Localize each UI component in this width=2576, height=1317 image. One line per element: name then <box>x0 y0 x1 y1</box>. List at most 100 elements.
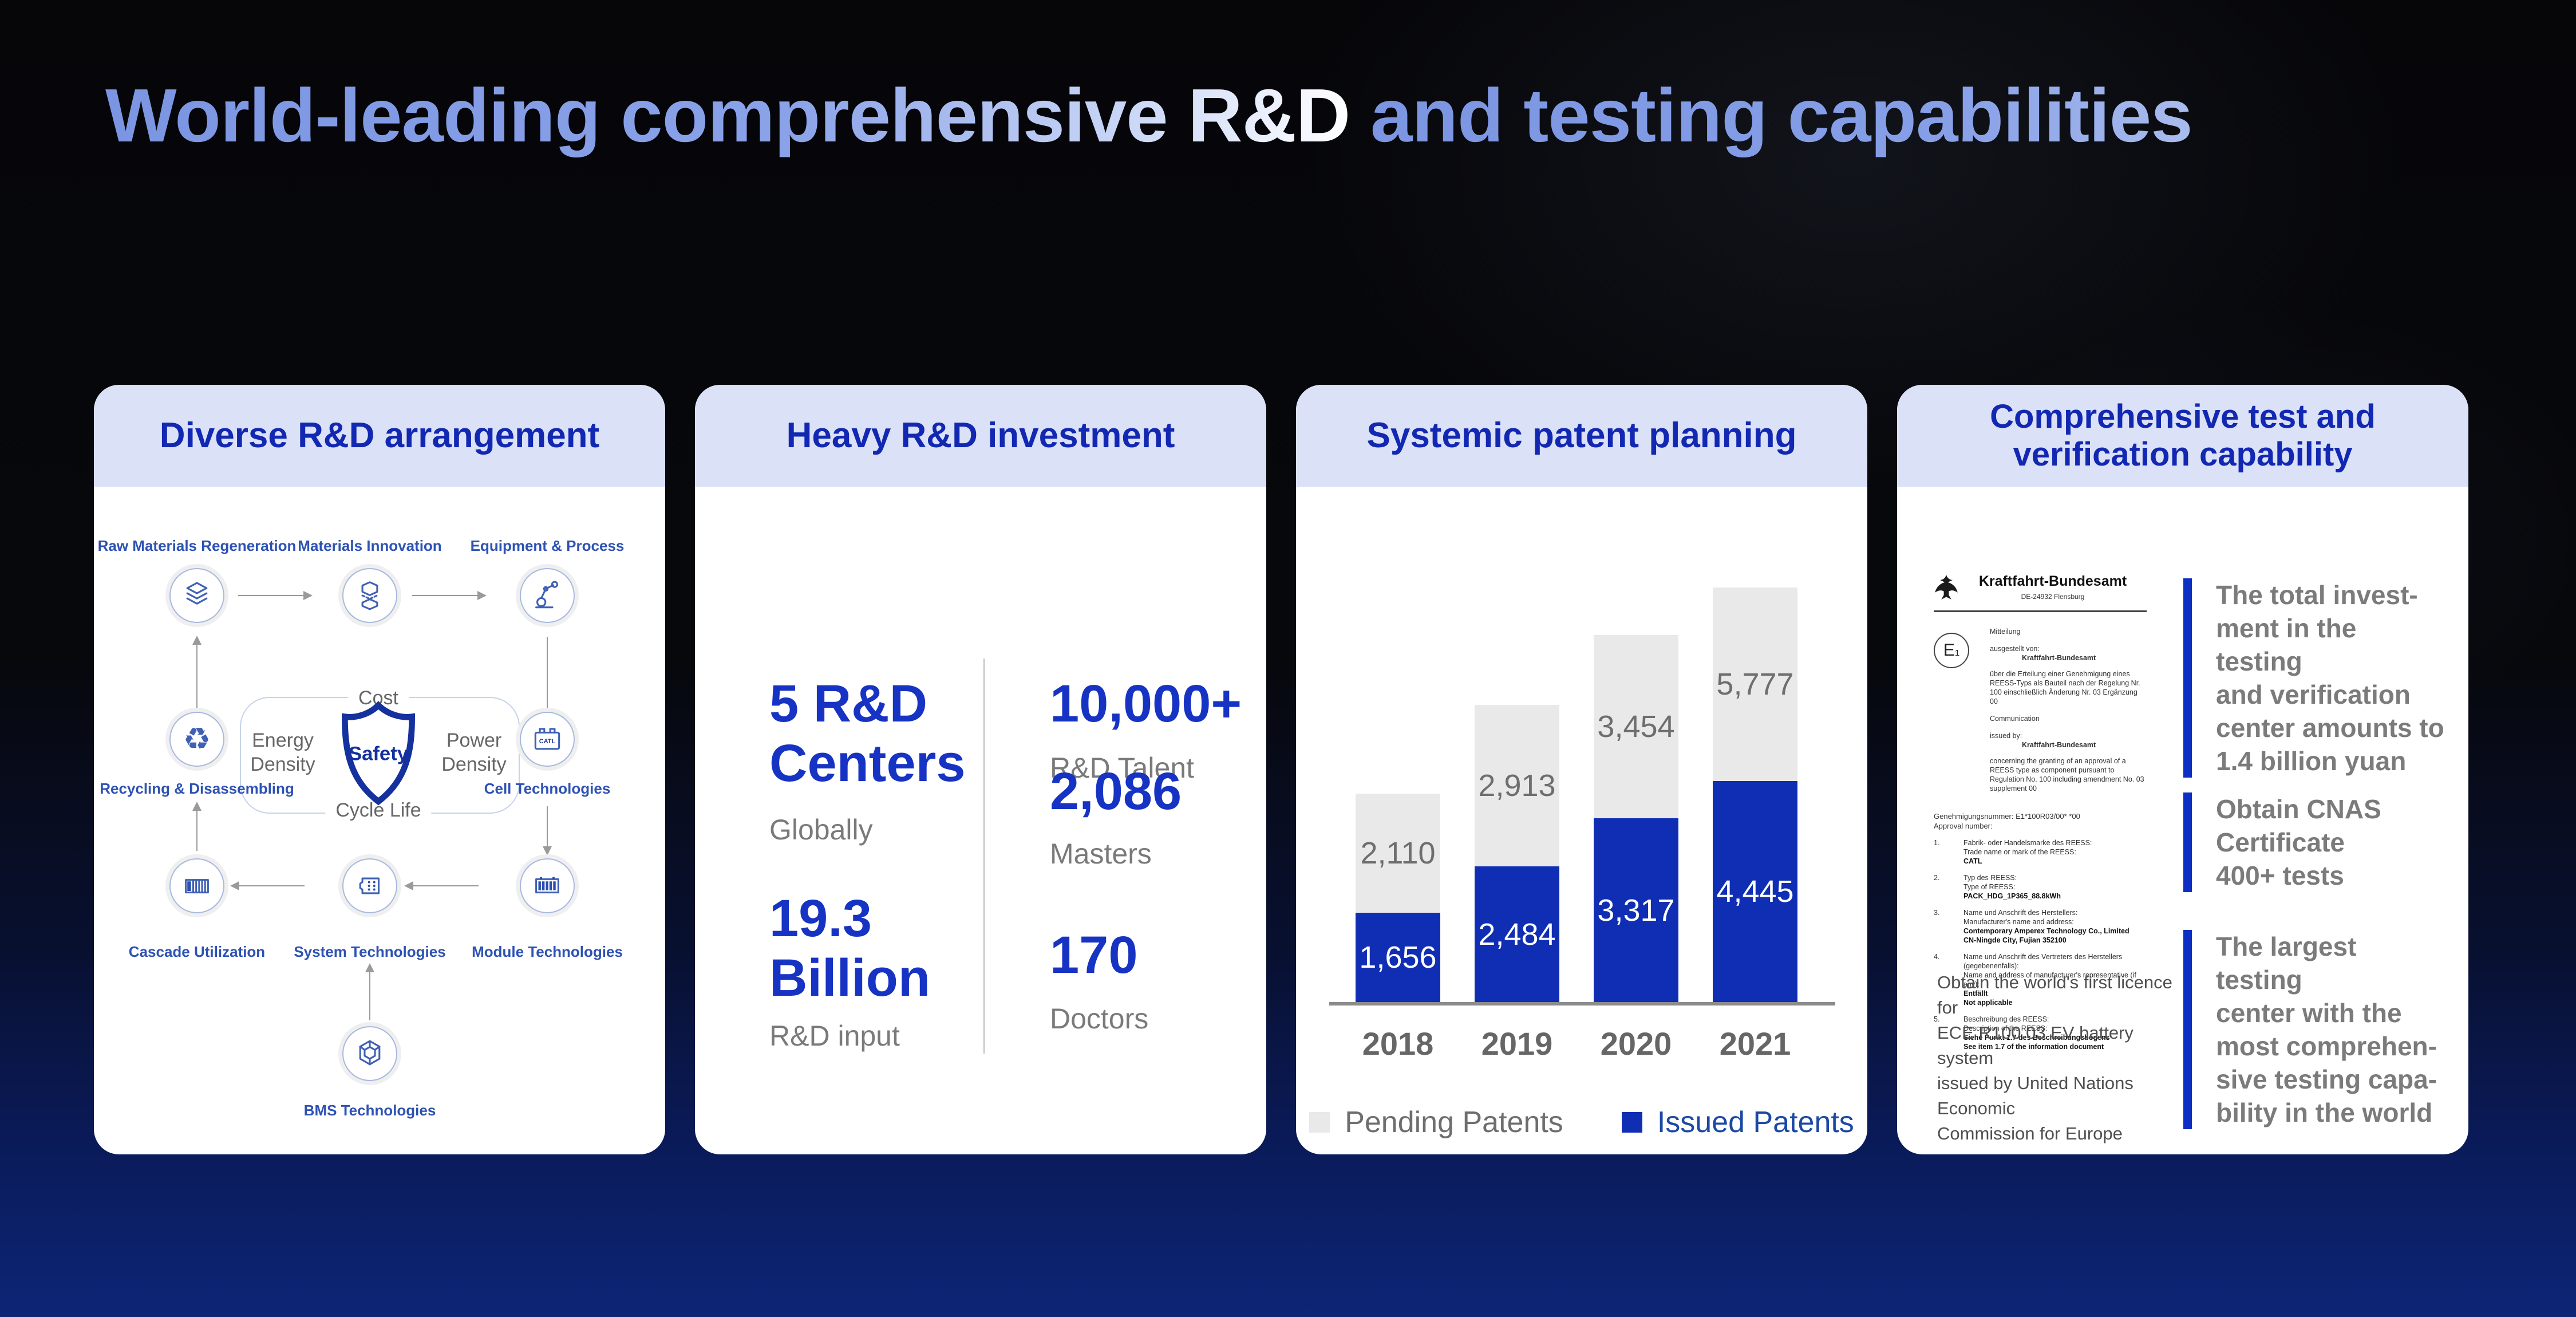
stat-doctors-label: Doctors <box>1050 1003 1149 1035</box>
chart-axis-line <box>1329 1002 1835 1006</box>
accent-bar <box>2183 578 2192 778</box>
card-test-header: Comprehensive test and verification capa… <box>1897 385 2468 487</box>
cert-item-line: PACK_HDG_1P365_88.8kWh <box>1963 892 2061 900</box>
certificate-head: Kraftfahrt-Bundesamt DE-24932 Flensburg <box>1934 574 2147 605</box>
bar-issued-2019: 2,484 <box>1475 866 1559 1002</box>
equipment-process-icon-ring <box>520 568 575 623</box>
cert-item-lines: Beschreibung des REESS: Description of th… <box>1963 1015 2110 1051</box>
cascade-utilization-icon <box>165 854 228 917</box>
energy-density-label: Energy Density <box>250 730 315 775</box>
label-system-technologies: System Technologies <box>294 943 446 960</box>
cert-item-1: 1. Fabrik- oder Handelsmarke des REESS: Tr… <box>1934 838 2147 866</box>
card-test-header-line1: Comprehensive test and <box>1990 398 2376 435</box>
arrow-recycling-to-raw-icon <box>192 636 202 717</box>
arrow-bms-to-system-icon <box>365 963 374 1020</box>
bar-pending-2018: 2,110 <box>1356 794 1440 913</box>
accent-bar <box>2183 930 2192 1129</box>
raw-materials-icon-ring <box>169 568 224 623</box>
card-investment-header: Heavy R&D investment <box>695 385 1266 487</box>
test-item-largest-center: The largest testing center with the most… <box>2183 930 2447 1129</box>
certificate-e-row: E 1 Mitteilung ausgestellt von: Kraftfah… <box>1934 627 2147 801</box>
label-equipment-process: Equipment & Process <box>470 537 625 554</box>
x-label-2020: 2020 <box>1600 1026 1672 1062</box>
cert-item-line: Siehe Punkt 1.7 des Beschreibungsbogens <box>1963 1034 2110 1042</box>
legend-pending-swatch <box>1309 1112 1330 1133</box>
card-test-verification: Comprehensive test and verification capa… <box>1897 385 2468 1154</box>
cert-approval-number: Genehmigungsnummer: E1*100R03/00* *00 Ap… <box>1934 812 2080 830</box>
certificate-rule <box>1934 610 2147 612</box>
power-density-label: Power Density <box>441 730 507 775</box>
patent-chart: Pending Patents Issued Patents 2,110 1,65… <box>1296 487 1867 1154</box>
e1-small: 1 <box>1954 648 1960 658</box>
card-diverse-header: Diverse R&D arrangement <box>94 385 665 487</box>
stat-rd-centers-value: 5 R&D Centers <box>769 675 966 792</box>
cert-item-lines: Name und Anschrift des Herstellers: Manuf… <box>1963 908 2129 945</box>
card-systemic-patent-planning: Systemic patent planning Pending Patents… <box>1296 385 1867 1154</box>
page-title-line2: and testing capabilities <box>1370 68 2193 164</box>
label-materials-innovation: Materials Innovation <box>298 537 442 554</box>
cert-item-5: 5. Beschreibung des REESS: Description of … <box>1934 1015 2147 1051</box>
bar-issued-label-2018: 1,656 <box>1359 940 1437 975</box>
cert-communication: Communication <box>1990 715 2040 723</box>
bar-pending-2020: 3,454 <box>1594 635 1678 818</box>
cert-ausgestellt-by: Kraftfahrt-Bundesamt <box>2022 654 2096 662</box>
cert-item-2: 2. Typ des REESS: Type of REESS: PACK_HDG_1… <box>1934 873 2147 901</box>
certificate-body: Mitteilung ausgestellt von: Kraftfahrt-B… <box>1990 627 2147 801</box>
test-item-investment: The total invest- ment in the testing an… <box>2183 578 2447 778</box>
safety-label: Safety <box>349 743 409 765</box>
bar-pending-label-2019: 2,913 <box>1478 768 1556 803</box>
label-raw-materials-regeneration: Raw Materials Regeneration <box>97 537 297 554</box>
card-patents-header-label: Systemic patent planning <box>1366 416 1797 455</box>
cert-item-lines: Typ des REESS: Type of REESS: PACK_HDG_1P3… <box>1963 873 2061 901</box>
label-cascade-utilization: Cascade Utilization <box>128 943 266 960</box>
page-title-line1: World-leading comprehensive R&D <box>105 68 1350 164</box>
cell-technologies-icon-ring: CATL <box>520 712 575 767</box>
stats-divider <box>983 658 985 1054</box>
bms-technologies-icon <box>338 1022 401 1085</box>
raw-materials-icon <box>165 564 228 627</box>
test-item-investment-text: The total invest- ment in the testing an… <box>2216 580 2444 776</box>
bar-issued-label-2021: 4,445 <box>1716 874 1794 909</box>
recycling-icon: ♻ <box>165 708 228 771</box>
bar-pending-2021: 5,777 <box>1713 587 1797 781</box>
certificate-authority-city: DE-24932 Flensburg <box>2021 593 2085 601</box>
card-heavy-rd-investment: Heavy R&D investment 5 R&D Centers Globa… <box>695 385 1266 1154</box>
arrow-cell-to-module-icon <box>543 806 552 855</box>
federal-eagle-icon <box>1935 575 1958 600</box>
cert-de-text: über die Erteilung einer Genehmigung ein… <box>1990 670 2140 705</box>
legend-issued-swatch <box>1621 1112 1642 1133</box>
cert-item-line: Typ des REESS: <box>1963 874 2017 882</box>
cert-item-3: 3. Name und Anschrift des Herstellers: Man… <box>1934 908 2147 945</box>
catl-battery-logo: CATL <box>539 738 556 745</box>
recycling-icon-ring: ♻ <box>169 712 224 767</box>
bar-pending-label-2020: 3,454 <box>1597 709 1675 744</box>
cert-issued-by: Kraftfahrt-Bundesamt <box>2022 741 2096 749</box>
cert-item-number: 3. <box>1934 909 1940 917</box>
stat-rd-input-label: R&D input <box>769 1020 900 1052</box>
cert-item-number: 2. <box>1934 874 1940 882</box>
x-label-2021: 2021 <box>1719 1026 1791 1062</box>
card-investment-header-label: Heavy R&D investment <box>786 416 1175 455</box>
bar-issued-label-2019: 2,484 <box>1478 917 1556 952</box>
arrow-materials-to-equipment-icon <box>412 591 487 600</box>
cert-en-text: concerning the granting of an approval o… <box>1990 757 2144 792</box>
system-technologies-icon-ring <box>342 858 397 913</box>
cell-technologies-icon: CATL <box>516 708 579 771</box>
test-item-cnas-text: Obtain CNAS Certificate 400+ tests <box>2216 794 2381 890</box>
cert-item-line: Not applicable <box>1963 999 2013 1007</box>
bar-issued-2021: 4,445 <box>1713 781 1797 1002</box>
label-recycling-disassembling: Recycling & Disassembling <box>100 780 294 797</box>
cert-items: 1. Fabrik- oder Handelsmarke des REESS: Tr… <box>1934 838 2147 1051</box>
stat-doctors-value: 170 <box>1050 926 1138 984</box>
certificate-authority-name: Kraftfahrt-Bundesamt <box>1978 573 2127 589</box>
cert-item-number: 1. <box>1934 839 1940 847</box>
cert-item-line: Type of REESS: <box>1963 883 2016 891</box>
certificate-authority: Kraftfahrt-Bundesamt DE-24932 Flensburg <box>1959 574 2147 605</box>
cert-ausgestellt-label: ausgestellt von: <box>1990 645 2040 653</box>
arrow-system-to-cascade-icon <box>230 881 305 890</box>
cert-item-4: 4. Name und Anschrift des Vertreters des … <box>1934 952 2147 1007</box>
card-patents-header: Systemic patent planning <box>1296 385 1867 487</box>
bms-technologies-icon-ring <box>342 1026 397 1081</box>
e1-big: E <box>1943 641 1955 660</box>
legend-issued-label: Issued Patents <box>1657 1106 1854 1139</box>
